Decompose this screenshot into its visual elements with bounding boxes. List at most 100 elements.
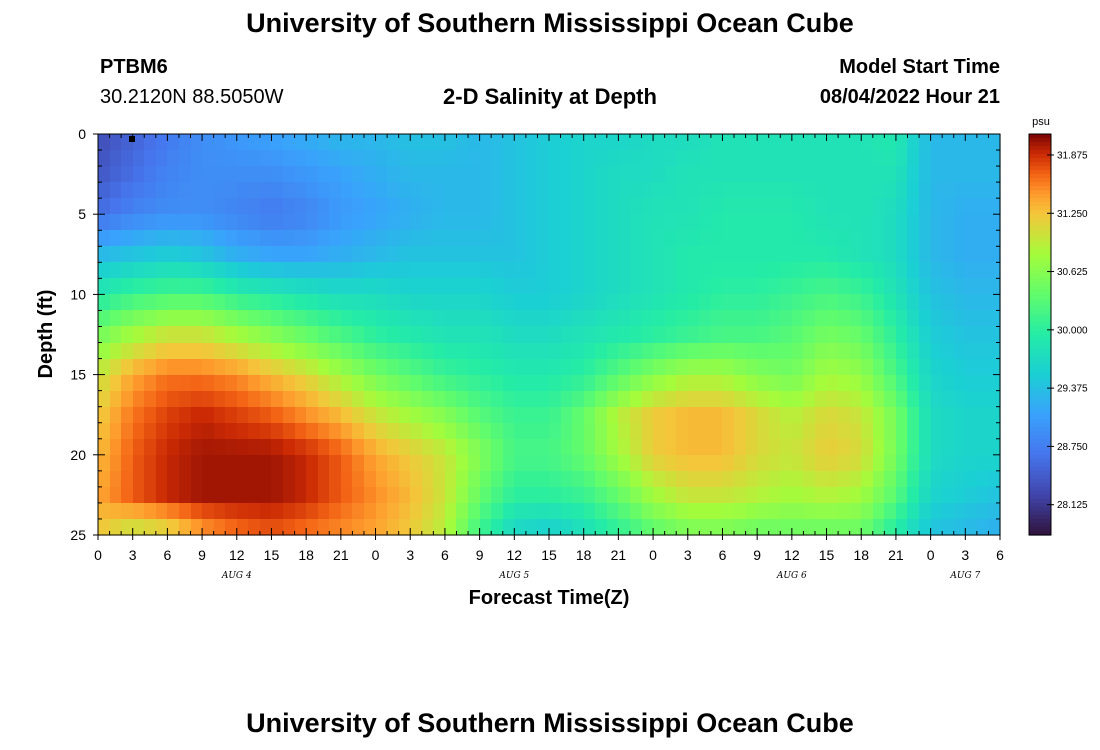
heatmap-cell xyxy=(341,503,353,520)
heatmap-cell xyxy=(341,134,353,151)
heatmap-cell xyxy=(584,246,596,263)
heatmap-cell xyxy=(133,407,145,424)
colorbar-segment xyxy=(1029,466,1051,472)
heatmap-cell xyxy=(422,391,434,408)
heatmap-cell xyxy=(873,519,885,536)
heatmap-cell xyxy=(699,407,712,424)
heatmap-cell xyxy=(746,407,758,424)
heatmap-cell xyxy=(977,214,989,231)
heatmap-cell xyxy=(399,310,411,327)
heatmap-cell xyxy=(445,375,457,392)
heatmap-cell xyxy=(422,150,434,167)
heatmap-cell xyxy=(850,343,862,360)
heatmap-cell xyxy=(977,407,989,424)
heatmap-cell xyxy=(202,471,215,488)
heatmap-cell xyxy=(283,343,296,360)
heatmap-cell xyxy=(572,278,585,295)
heatmap-cell xyxy=(699,230,712,247)
heatmap-cell xyxy=(907,294,920,311)
heatmap-cell xyxy=(827,230,839,247)
heatmap-cell xyxy=(907,471,920,488)
heatmap-cell xyxy=(514,407,527,424)
heatmap-cell xyxy=(514,310,527,327)
heatmap-cell xyxy=(202,198,215,215)
heatmap-cell xyxy=(942,423,955,440)
heatmap-cell xyxy=(329,278,342,295)
heatmap-cell xyxy=(191,407,203,424)
heatmap-cell xyxy=(769,503,781,520)
heatmap-cell xyxy=(98,423,111,440)
heatmap-cell xyxy=(445,487,457,504)
heatmap-cell xyxy=(607,246,619,263)
heatmap-cell xyxy=(376,455,388,472)
heatmap-cell xyxy=(110,503,122,520)
heatmap-cell xyxy=(399,439,411,456)
colorbar-segment xyxy=(1029,266,1051,271)
heatmap-cell xyxy=(364,487,377,504)
heatmap-cell xyxy=(237,439,249,456)
heatmap-cell xyxy=(156,407,168,424)
heatmap-cell xyxy=(225,182,238,199)
heatmap-cell xyxy=(410,246,423,263)
heatmap-cell xyxy=(549,519,562,536)
heatmap-cell xyxy=(329,198,342,215)
heatmap-cell xyxy=(214,326,226,344)
colorbar-segment xyxy=(1029,446,1051,452)
heatmap-cell xyxy=(861,407,874,424)
colorbar-segment xyxy=(1029,278,1051,283)
heatmap-cell xyxy=(988,230,1001,247)
heatmap-cell xyxy=(850,246,862,263)
heatmap-cell xyxy=(537,343,550,360)
heatmap-cell xyxy=(191,423,203,440)
heatmap-cell xyxy=(907,423,920,440)
heatmap-cell xyxy=(896,326,908,344)
heatmap-cell xyxy=(919,487,932,504)
heatmap-cell xyxy=(780,503,793,520)
heatmap-cell xyxy=(827,343,839,360)
y-tick-label: 25 xyxy=(70,527,86,543)
heatmap-cell xyxy=(630,230,643,247)
heatmap-cell xyxy=(537,503,550,520)
heatmap-cell xyxy=(780,423,793,440)
heatmap-cell xyxy=(133,519,145,536)
heatmap-cell xyxy=(283,375,296,392)
heatmap-cell xyxy=(861,262,874,279)
heatmap-cell xyxy=(988,326,1001,344)
heatmap-cell xyxy=(896,294,908,311)
heatmap-cell xyxy=(179,230,192,247)
heatmap-cell xyxy=(306,519,319,536)
heatmap-cell xyxy=(722,407,735,424)
heatmap-cell xyxy=(295,359,307,376)
heatmap-cell xyxy=(202,391,215,408)
heatmap-cell xyxy=(676,503,689,520)
heatmap-cell xyxy=(191,214,203,231)
heatmap-cell xyxy=(445,455,457,472)
heatmap-cell xyxy=(341,310,353,327)
heatmap-cell xyxy=(792,407,804,424)
heatmap-cell xyxy=(283,246,296,263)
heatmap-cell xyxy=(618,198,631,215)
heatmap-cell xyxy=(780,455,793,472)
heatmap-cell xyxy=(214,246,226,263)
heatmap-cell xyxy=(665,391,677,408)
colorbar-segment xyxy=(1029,486,1051,492)
heatmap-cell xyxy=(214,166,226,183)
heatmap-cell xyxy=(561,166,573,183)
colorbar-segment xyxy=(1029,422,1051,428)
heatmap-cell xyxy=(410,359,423,376)
heatmap-cell xyxy=(214,182,226,199)
heatmap-cell xyxy=(514,246,527,263)
heatmap-cell xyxy=(260,519,272,536)
heatmap-cell xyxy=(607,166,619,183)
x-tick-label: 15 xyxy=(819,547,835,563)
heatmap-cell xyxy=(526,230,538,247)
heatmap-cell xyxy=(179,246,192,263)
heatmap-cell xyxy=(526,439,538,456)
heatmap-cell xyxy=(399,246,411,263)
heatmap-cell xyxy=(919,503,932,520)
heatmap-cell xyxy=(503,471,515,488)
heatmap-cell xyxy=(561,423,573,440)
heatmap-cell xyxy=(803,214,816,231)
heatmap-cell xyxy=(422,487,434,504)
heatmap-cell xyxy=(202,294,215,311)
